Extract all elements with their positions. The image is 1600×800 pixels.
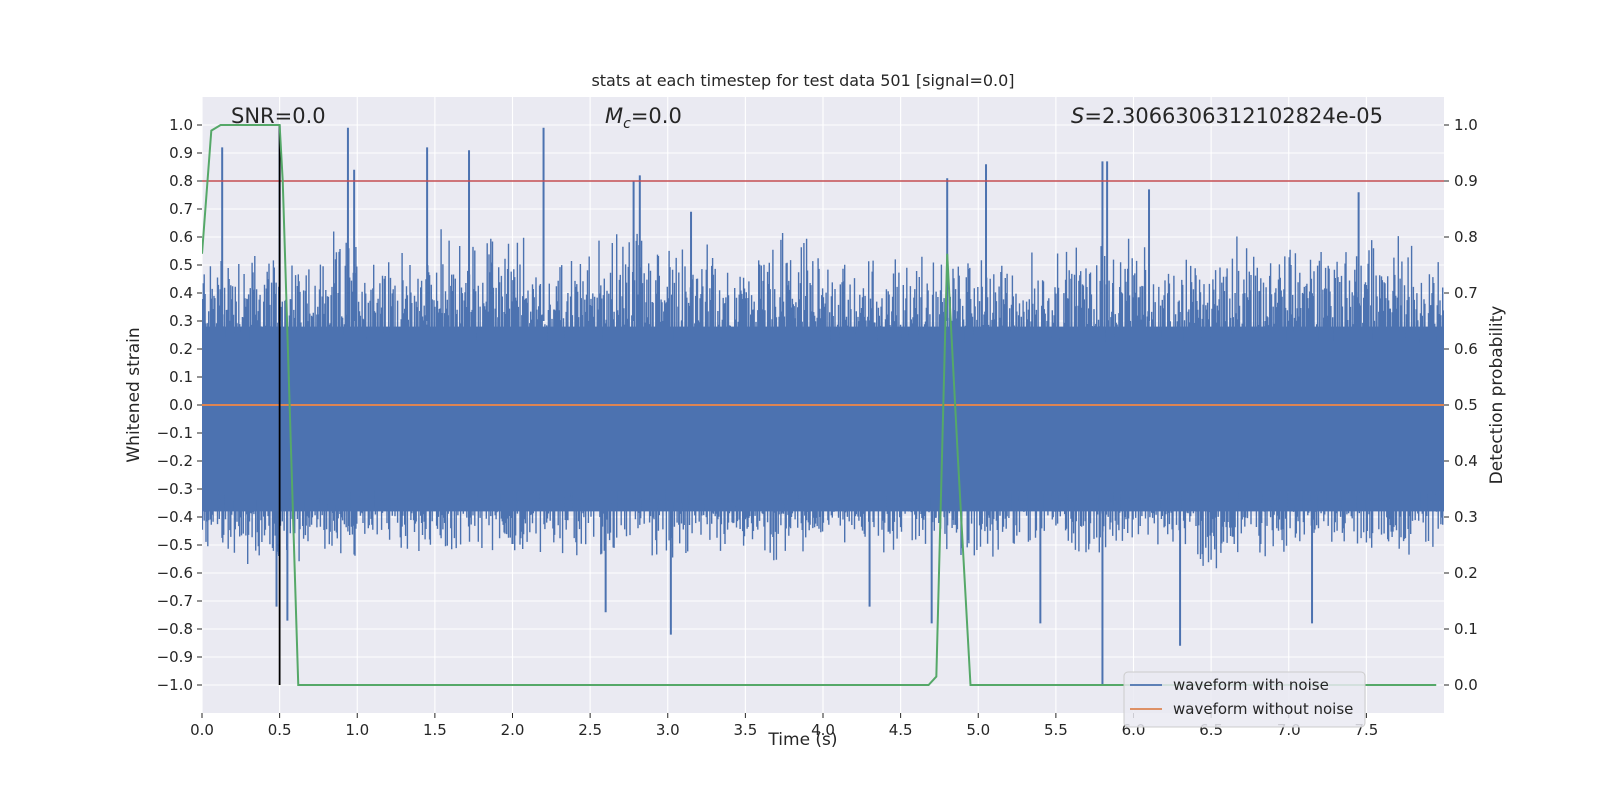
s-value: =2.3066306312102824e-05 xyxy=(1084,104,1383,128)
y-tick-label: 0.2 xyxy=(169,340,193,358)
y-axis-ticks: 1.0 0.9 0.8 0.7 0.6 0.5 0.4 0.3 0.2 0.1 0.0 −0.1 −0.… xyxy=(157,116,202,694)
y-tick-label: −0.1 xyxy=(157,424,193,442)
x-tick-label: 0.5 xyxy=(268,721,292,739)
x-tick-label: 1.5 xyxy=(423,721,447,739)
x-tick-label: 3.0 xyxy=(656,721,680,739)
mc-symbol: M xyxy=(605,104,623,128)
series-lines xyxy=(202,124,1444,686)
y-right-tick-label: 0.5 xyxy=(1454,396,1478,414)
y-tick-label: −0.2 xyxy=(157,452,193,470)
y-tick-label: 0.9 xyxy=(169,144,193,162)
y-tick-label: −0.7 xyxy=(157,592,193,610)
x-tick-label: 3.5 xyxy=(733,721,757,739)
x-tick-label: 5.5 xyxy=(1044,721,1068,739)
noise-waveform xyxy=(202,125,1444,685)
y-tick-label: 1.0 xyxy=(169,116,193,134)
y-tick-label: −0.9 xyxy=(157,648,193,666)
y-right-tick-label: 0.6 xyxy=(1454,340,1478,358)
x-tick-label: 2.0 xyxy=(501,721,525,739)
x-tick-label: 0.0 xyxy=(190,721,214,739)
y-tick-label: 0.5 xyxy=(169,256,193,274)
y-right-tick-label: 0.2 xyxy=(1454,564,1478,582)
y-tick-label: −0.6 xyxy=(157,564,193,582)
s-annotation: S=2.3066306312102824e-05 xyxy=(1071,104,1383,128)
y-right-tick-label: 1.0 xyxy=(1454,116,1478,134)
y-right-tick-label: 0.4 xyxy=(1454,452,1478,470)
y-tick-label: 0.1 xyxy=(169,368,193,386)
x-tick-label: 1.0 xyxy=(345,721,369,739)
x-tick-label: 5.0 xyxy=(966,721,990,739)
plot-area xyxy=(202,124,1444,686)
y-tick-label: −1.0 xyxy=(157,676,193,694)
snr-annotation: SNR=0.0 xyxy=(231,104,326,128)
x-tick-label: 2.5 xyxy=(578,721,602,739)
y-right-tick-label: 0.1 xyxy=(1454,620,1478,638)
y-tick-label: −0.4 xyxy=(157,508,193,526)
y-right-tick-label: 0.7 xyxy=(1454,284,1478,302)
y-axis-label: Whitened strain xyxy=(124,327,144,462)
chirp-mass-annotation: Mc=0.0 xyxy=(605,104,682,132)
y-tick-label: −0.8 xyxy=(157,620,193,638)
y-tick-label: −0.5 xyxy=(157,536,193,554)
y-tick-label: 0.6 xyxy=(169,228,193,246)
y-tick-label: 0.4 xyxy=(169,284,193,302)
y-right-tick-label: 0.9 xyxy=(1454,172,1478,190)
y-right-axis-ticks: 1.0 0.9 0.8 0.7 0.6 0.5 0.4 0.3 0.2 0.1 0.0 xyxy=(1444,116,1478,694)
y-right-tick-label: 0.8 xyxy=(1454,228,1478,246)
y-right-tick-label: 0.3 xyxy=(1454,508,1478,526)
x-tick-label: 4.5 xyxy=(889,721,913,739)
series-detection-probability xyxy=(202,124,1437,686)
y-right-axis-label: Detection probability xyxy=(1487,306,1507,485)
x-axis-label: Time (s) xyxy=(767,730,837,750)
y-tick-label: 0.7 xyxy=(169,200,193,218)
mc-value: =0.0 xyxy=(631,104,682,128)
y-right-tick-label: 0.0 xyxy=(1454,676,1478,694)
y-tick-label: −0.3 xyxy=(157,480,193,498)
y-tick-label: 0.0 xyxy=(169,396,193,414)
noise-spikes xyxy=(202,229,1444,569)
legend-label-clean: waveform without noise xyxy=(1173,700,1353,718)
legend-box xyxy=(1123,671,1366,728)
chart-title: stats at each timestep for test data 501… xyxy=(591,71,1014,90)
legend: waveform with noise waveform without noi… xyxy=(1123,671,1366,728)
legend-label-noise: waveform with noise xyxy=(1173,676,1329,694)
x-tick-label: 4.0 xyxy=(811,721,835,739)
y-tick-label: 0.3 xyxy=(169,312,193,330)
mc-subscript: c xyxy=(623,116,631,132)
s-symbol: S xyxy=(1071,104,1084,128)
y-tick-label: 0.8 xyxy=(169,172,193,190)
